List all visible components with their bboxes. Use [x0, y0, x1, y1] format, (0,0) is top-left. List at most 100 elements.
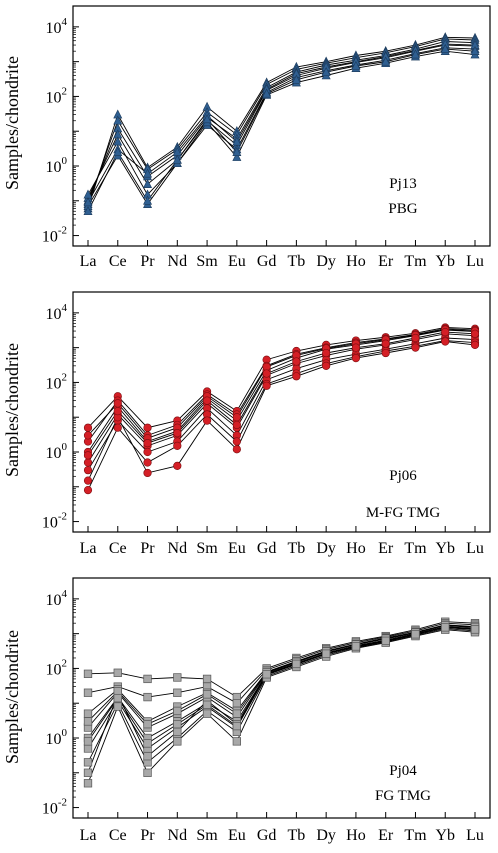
sample-label: Pj04: [389, 763, 417, 779]
x-tick-label-Lu: Lu: [466, 540, 484, 557]
series-line-5: [87, 47, 476, 196]
series-line-1: [87, 327, 476, 429]
data-point-s1-La: [83, 669, 93, 678]
sample-label: Pj06: [389, 468, 417, 484]
data-point-s9-Tm: [411, 333, 420, 343]
data-point-s7-Eu: [232, 136, 242, 146]
y-tick-base: 10: [46, 592, 62, 609]
data-point-s8-Lu: [470, 46, 480, 55]
x-tick-label-Tm: Tm: [404, 253, 427, 270]
series-line-4: [87, 44, 476, 199]
y-tick-base: 10: [46, 445, 62, 462]
data-point-s7-Yb: [441, 337, 450, 346]
data-point-s8-Sm: [202, 114, 212, 124]
y-tick-label: 100: [46, 155, 68, 176]
data-point-s6-Pr: [143, 458, 152, 467]
x-tick-label-Sm: Sm: [196, 827, 218, 844]
plot-frame: [72, 577, 491, 819]
series-line-3: [87, 41, 476, 201]
data-point-s9-Eu: [232, 420, 241, 430]
data-point-s7-Er: [381, 348, 390, 358]
data-point-s8-Tm: [410, 49, 420, 59]
series-line-7: [87, 341, 476, 481]
data-point-s10-Sm: [202, 690, 212, 699]
data-point-s9-Ce: [113, 406, 122, 416]
series-line-7: [87, 628, 476, 764]
y-tick-base: 10: [42, 229, 58, 246]
data-point-s11-Eu: [232, 721, 241, 731]
data-point-s1-Ce: [113, 668, 122, 677]
y-tick-label: 10-2: [42, 511, 67, 532]
data-point-s9-Dy: [322, 348, 331, 358]
y-tick-exponent: 2: [62, 85, 68, 97]
x-tick-label-La: La: [80, 827, 97, 844]
y-axis-label: Samples/chondrite: [2, 630, 22, 764]
x-tick-label-La: La: [80, 253, 97, 270]
x-tick-label-Gd: Gd: [257, 253, 277, 270]
series-line-7: [87, 43, 476, 203]
y-tick-exponent: 4: [62, 302, 68, 314]
data-point-s8-Tb: [291, 74, 301, 84]
x-tick-label-Nd: Nd: [168, 540, 188, 557]
x-tick-label-Pr: Pr: [140, 540, 155, 557]
sample-label: Pj13: [389, 176, 417, 192]
y-tick-label: 100: [46, 441, 68, 462]
data-point-s8-Gd: [262, 88, 272, 98]
x-tick-label-Tb: Tb: [287, 540, 305, 557]
data-point-s8-Nd: [173, 737, 182, 746]
y-tick-label: 102: [46, 371, 68, 392]
y-axis-label: Samples/chondrite: [2, 56, 22, 190]
y-tick-base: 10: [42, 801, 58, 818]
series-line-3: [87, 329, 476, 453]
data-point-s2-La: [83, 688, 93, 697]
y-tick-label: 104: [46, 588, 68, 609]
data-point-s1-Nd: [173, 673, 182, 682]
x-tick-label-Eu: Eu: [228, 540, 246, 557]
data-point-s11-Gd: [262, 670, 271, 679]
data-point-s9-Pr: [143, 752, 152, 761]
x-tick-label-Tm: Tm: [404, 540, 427, 557]
data-point-s11-Yb: [441, 623, 450, 632]
y-tick-label: 102: [46, 85, 68, 106]
data-point-s9-Pr: [143, 439, 152, 448]
data-point-s9-La: [83, 768, 93, 777]
x-tick-label-Gd: Gd: [257, 540, 277, 557]
x-tick-label-Sm: Sm: [196, 540, 218, 557]
data-point-s7-La: [83, 476, 93, 485]
data-point-s8-La: [83, 431, 93, 440]
data-point-s11-Er: [381, 636, 390, 646]
x-tick-label-Ce: Ce: [109, 253, 127, 270]
x-tick-label-Tb: Tb: [287, 827, 305, 844]
y-tick-exponent: 0: [62, 441, 68, 453]
rock-type-label: M-FG TMG: [366, 505, 440, 521]
data-point-s7-La: [83, 758, 93, 767]
data-point-s6-La: [83, 744, 93, 753]
series-line-4: [87, 333, 476, 463]
data-point-s11-Pr: [143, 739, 152, 748]
x-tick-label-Yb: Yb: [435, 253, 455, 270]
y-tick-exponent: 0: [62, 727, 68, 739]
y-tick-base: 10: [42, 515, 58, 532]
data-point-s4-Pr: [143, 179, 153, 188]
data-point-s7-Sm: [202, 416, 212, 425]
y-tick-label: 10-2: [42, 225, 67, 246]
x-tick-label-Nd: Nd: [168, 827, 188, 844]
x-tick-label-La: La: [80, 540, 97, 557]
data-point-s8-Ce: [113, 146, 123, 156]
series-line-5: [87, 337, 476, 471]
x-tick-label-Pr: Pr: [140, 253, 155, 270]
data-point-s8-La: [83, 206, 93, 216]
x-tick-label-Sm: Sm: [196, 253, 218, 270]
x-tick-label-Er: Er: [378, 827, 394, 844]
x-tick-label-Pr: Pr: [140, 827, 155, 844]
plot-frame: [72, 291, 491, 533]
x-tick-label-Lu: Lu: [466, 253, 484, 270]
data-point-s5-La: [83, 466, 93, 475]
data-point-s11-Ho: [351, 642, 361, 651]
data-point-s7-Eu: [232, 445, 241, 454]
data-point-s7-Pr: [143, 468, 152, 478]
data-point-s8-Eu: [232, 413, 241, 422]
series-line-1: [87, 621, 476, 698]
